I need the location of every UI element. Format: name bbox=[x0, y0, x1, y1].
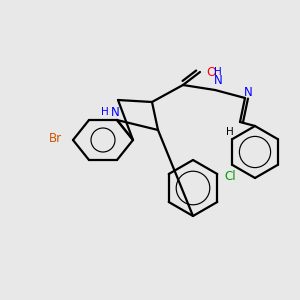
Text: H: H bbox=[101, 107, 109, 117]
Text: H: H bbox=[214, 67, 222, 77]
Text: Br: Br bbox=[48, 133, 62, 146]
Text: H: H bbox=[226, 127, 234, 137]
Text: N: N bbox=[214, 74, 222, 88]
Text: O: O bbox=[206, 65, 216, 79]
Text: N: N bbox=[244, 86, 252, 100]
Text: N: N bbox=[111, 106, 119, 118]
Text: Cl: Cl bbox=[225, 170, 236, 184]
